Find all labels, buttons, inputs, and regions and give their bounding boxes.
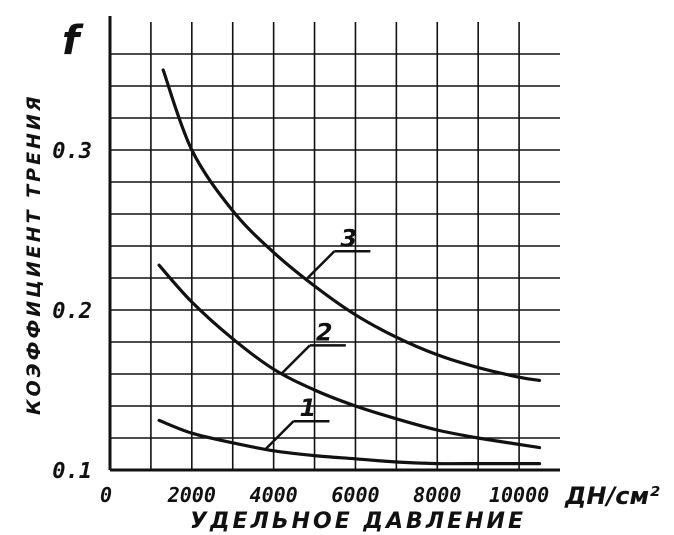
x-axis-label: УДЕЛЬНОЕ ДАВЛЕНИЕ — [190, 509, 526, 534]
series-line-1 — [157, 418, 542, 466]
x-tick-label: 2000 — [167, 483, 216, 507]
x-tick-label: 0 — [100, 483, 112, 507]
series-leader-3 — [305, 250, 336, 281]
x-tick-label: 8000 — [413, 483, 461, 507]
series-line-3 — [161, 68, 542, 382]
series-leader-2 — [280, 344, 311, 375]
series-label-2: 2 — [316, 318, 333, 346]
grid — [110, 22, 560, 470]
x-tick-label: 6000 — [331, 483, 379, 507]
y-tick-label: 0.2 — [52, 299, 92, 324]
series-lines: 1 2 3 — [157, 68, 542, 466]
y-symbol: f — [62, 18, 84, 64]
series-label-1: 1 — [299, 394, 316, 422]
x-unit-label: ДН/см² — [564, 482, 660, 510]
axes: 0 2000 4000 6000 8000 10000 0.1 0.2 0.3 — [52, 16, 560, 507]
x-tick-label: 4000 — [250, 483, 298, 507]
y-axis-label: КОЭФФИЦИЕНТ ТРЕНИЯ — [23, 94, 45, 416]
x-tick-label: 10000 — [489, 483, 549, 507]
y-tick-label: 0.1 — [52, 459, 92, 484]
y-tick-label: 0.3 — [52, 139, 92, 164]
series-line-2 — [157, 263, 542, 450]
series-label-3: 3 — [340, 224, 357, 252]
labels: f КОЭФФИЦИЕНТ ТРЕНИЯ УДЕЛЬНОЕ ДАВЛЕНИЕ Д… — [23, 18, 660, 534]
series-leader-1 — [264, 420, 295, 451]
